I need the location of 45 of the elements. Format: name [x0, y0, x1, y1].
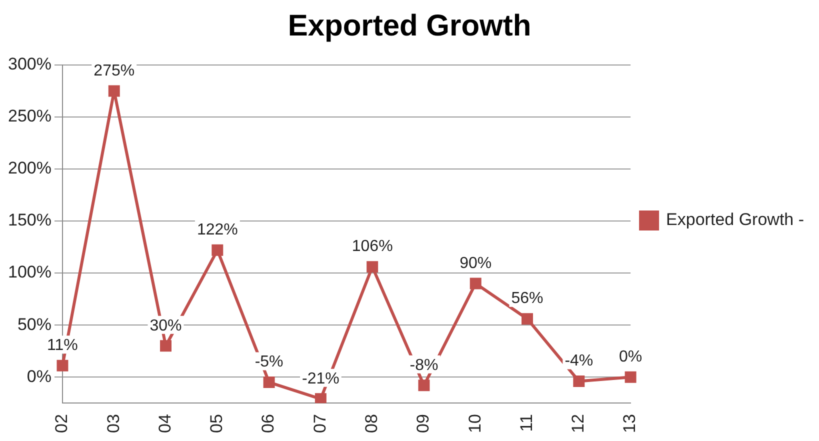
data-label: 11% [47, 337, 78, 354]
point [418, 380, 430, 392]
x-tick-label: 05 [207, 414, 226, 434]
data-label: 90% [460, 254, 492, 272]
data-label: -8% [410, 356, 438, 374]
point [212, 244, 224, 256]
data-label: 122% [196, 222, 238, 239]
point [314, 393, 326, 404]
x-tick-label: 07 [310, 414, 330, 434]
x-tick-label: 08 [362, 414, 382, 434]
point [56, 360, 68, 372]
y-tick-label: 200% [8, 158, 52, 178]
y-tick-label: 300% [8, 54, 52, 74]
y-tick-label: 100% [8, 262, 52, 282]
chart-title: Exported Growth [288, 9, 532, 42]
x-tick-label: 09 [414, 414, 433, 434]
point [573, 376, 585, 387]
x-tick-label: 11 [516, 414, 536, 432]
data-label: 56% [511, 290, 544, 308]
data-label: 0% [618, 348, 642, 366]
y-tick-label: 150% [8, 210, 52, 230]
x-tick-label: 03 [104, 414, 123, 434]
point [470, 278, 482, 290]
x-tick-label: 10 [465, 414, 484, 434]
point [522, 313, 534, 325]
data-label: 30% [150, 317, 182, 334]
y-tick-label: 0% [26, 366, 52, 386]
legend-label: Exported Growth - [666, 210, 804, 230]
x-tick-label: 12 [568, 414, 588, 434]
x-tick-label: 04 [155, 414, 174, 434]
data-label: -4% [564, 352, 594, 370]
data-label: 106% [352, 238, 393, 256]
data-label: -5% [254, 354, 284, 371]
data-label: -21% [302, 370, 340, 388]
point [108, 85, 120, 97]
y-tick-label: 50% [17, 314, 52, 334]
data-label: 275% [94, 62, 135, 80]
y-tick-label: 250% [8, 106, 52, 126]
point [366, 261, 378, 273]
x-tick-label: 06 [258, 414, 278, 434]
x-tick-label: 02 [52, 414, 72, 434]
x-tick-label: 13 [620, 414, 640, 434]
point [160, 340, 172, 352]
point [624, 371, 636, 383]
point [263, 376, 275, 388]
